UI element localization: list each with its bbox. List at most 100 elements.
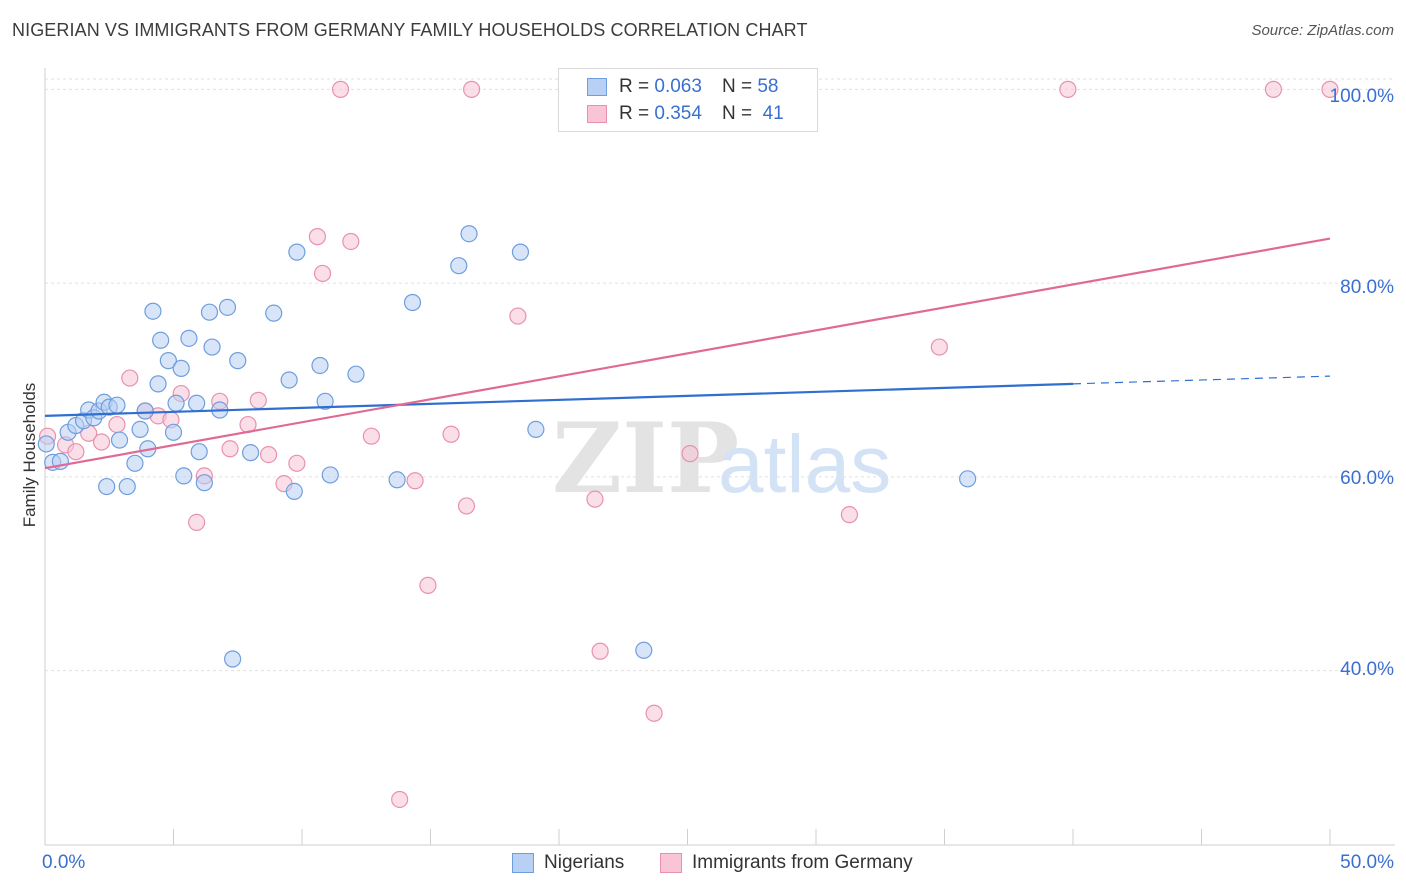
legend-n-value: 41 — [762, 103, 784, 124]
germany-point — [1321, 80, 1339, 98]
nigerian-point — [635, 641, 653, 659]
nigerian-point — [403, 293, 422, 312]
nigerian-point — [511, 243, 530, 261]
chart-title: NIGERIAN VS IMMIGRANTS FROM GERMANY FAMI… — [12, 20, 808, 40]
legend-label-germany: Immigrants from Germany — [692, 852, 913, 873]
nigerian-point — [110, 431, 129, 449]
nigerian-point — [280, 371, 298, 389]
germany-point — [362, 427, 380, 445]
germany-point — [308, 228, 327, 246]
germany-point — [419, 576, 437, 594]
germany-point — [645, 704, 663, 722]
legend-row-nigerians: R = 0.063 N = 58 — [587, 74, 778, 100]
nigerian-point — [164, 423, 183, 441]
nigerian-point — [316, 392, 334, 410]
legend-swatch-pink — [587, 105, 607, 123]
germany-point — [930, 338, 948, 356]
nigerian-point — [131, 420, 149, 439]
nigerian-point — [285, 482, 303, 501]
series-nigerians-points — [37, 225, 977, 668]
nigerian-point — [190, 443, 208, 461]
legend-swatch-blue — [512, 853, 534, 873]
nigerian-point — [203, 338, 221, 356]
nigerian-point — [188, 394, 206, 412]
nigerian-point — [152, 331, 170, 349]
nigerian-point — [136, 402, 154, 420]
nigerian-point — [98, 477, 116, 496]
nigerian-point — [195, 474, 213, 492]
germany-point — [288, 454, 306, 472]
legend-swatch-blue — [587, 78, 607, 96]
nigerian-point — [959, 470, 977, 488]
nigerian-point — [180, 329, 198, 347]
nigerians-trend-line — [44, 382, 1074, 417]
germany-trend-line — [44, 237, 1331, 470]
nigerian-point — [265, 304, 283, 322]
legend-r-label: R = — [619, 103, 650, 124]
germany-point — [509, 307, 527, 325]
germany-point — [313, 264, 332, 283]
legend-r-value: 0.354 — [654, 103, 702, 124]
germany-point — [67, 443, 85, 461]
nigerian-point — [288, 243, 306, 261]
legend-item-nigerians: Nigerians — [512, 852, 624, 874]
nigerian-point — [37, 435, 55, 453]
germany-point — [681, 445, 699, 463]
nigerian-point — [347, 365, 365, 383]
watermark: ZIP atlas — [552, 402, 891, 515]
grid-lines — [45, 78, 1395, 672]
germany-point — [108, 415, 126, 434]
germany-point — [188, 513, 206, 532]
watermark-atlas: atlas — [718, 419, 891, 510]
germany-point — [840, 506, 859, 524]
germany-point — [342, 232, 360, 251]
germany-point — [406, 472, 424, 490]
y-tick-label-100: 100.0% — [1329, 86, 1394, 107]
nigerian-point — [388, 471, 406, 489]
nigerian-point — [311, 356, 329, 375]
trend-lines — [44, 237, 1331, 470]
series-germany-points — [38, 80, 1339, 809]
germany-point — [331, 80, 350, 98]
legend-n-label: N = — [721, 103, 753, 124]
germany-point — [1059, 80, 1077, 98]
source-credit: Source: ZipAtlas.com — [1251, 22, 1394, 39]
legend-item-germany: Immigrants from Germany — [660, 852, 913, 874]
x-tick-label-max: 50.0% — [1340, 852, 1394, 873]
nigerian-point — [118, 477, 136, 496]
nigerian-point — [149, 375, 167, 393]
nigerian-point — [108, 396, 126, 414]
nigerian-point — [172, 359, 190, 377]
y-tick-label-80: 80.0% — [1340, 277, 1394, 298]
y-axis-label: Family Households — [20, 382, 39, 528]
germany-point — [391, 790, 409, 809]
nigerians-trend-extension — [1072, 375, 1331, 385]
watermark-zip: ZIP — [552, 402, 739, 515]
nigerian-point — [175, 467, 193, 485]
germany-point — [221, 440, 239, 458]
germany-point — [249, 391, 267, 409]
nigerian-point — [159, 352, 177, 370]
legend-r-value: 0.063 — [654, 76, 702, 97]
germany-point — [463, 80, 481, 98]
nigerian-point — [167, 394, 185, 412]
legend-r-label: R = — [619, 76, 650, 97]
nigerian-point — [460, 225, 478, 243]
nigerian-point — [321, 466, 339, 484]
y-tick-label-60: 60.0% — [1340, 468, 1394, 489]
y-tick-label-40: 40.0% — [1340, 659, 1394, 680]
nigerian-point — [126, 454, 144, 472]
legend-swatch-pink — [660, 853, 682, 873]
germany-point — [121, 369, 139, 387]
nigerian-point — [144, 302, 162, 320]
x-tick-label-min: 0.0% — [42, 852, 86, 873]
nigerian-point — [200, 303, 219, 321]
nigerian-point — [450, 257, 468, 275]
germany-point — [92, 433, 111, 451]
germany-point — [1264, 80, 1283, 98]
nigerian-point — [224, 650, 242, 668]
nigerian-point — [527, 420, 545, 439]
legend-label-nigerians: Nigerians — [544, 852, 625, 873]
germany-point — [457, 497, 476, 515]
